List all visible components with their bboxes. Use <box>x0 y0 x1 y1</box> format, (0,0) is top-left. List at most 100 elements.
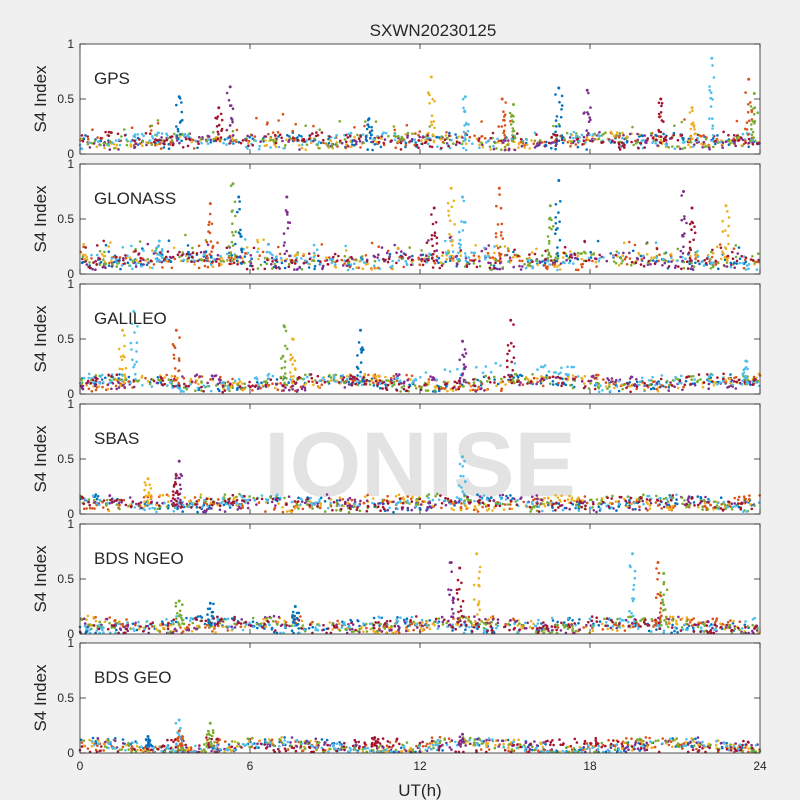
scatter-points <box>78 56 761 152</box>
spike-point <box>751 130 755 134</box>
scatter-point <box>407 501 410 505</box>
scatter-point <box>465 264 469 268</box>
scatter-point <box>468 135 472 139</box>
scatter-point <box>427 255 431 258</box>
scatter-point <box>575 505 578 509</box>
y-axis-label: S4 Index <box>31 185 50 253</box>
scatter-point <box>96 136 99 139</box>
scatter-point <box>523 377 527 381</box>
scatter-point <box>540 375 543 378</box>
scatter-point <box>84 260 87 263</box>
scatter-point <box>569 383 572 387</box>
scatter-point <box>474 390 478 393</box>
scatter-point <box>386 508 390 512</box>
scatter-point <box>406 131 410 135</box>
scatter-point <box>199 137 203 140</box>
scatter-point <box>582 139 586 142</box>
scatter-point <box>427 378 431 381</box>
scatter-point <box>756 379 760 383</box>
scatter-point <box>641 381 644 384</box>
scatter-point <box>752 382 755 386</box>
scatter-point <box>493 378 496 381</box>
scatter-point <box>647 379 651 382</box>
scatter-point <box>444 260 448 264</box>
scatter-point <box>319 504 323 507</box>
scatter-point <box>187 384 190 388</box>
scatter-point <box>297 496 300 500</box>
scatter-point <box>639 254 643 258</box>
scatter-point <box>259 263 263 267</box>
scatter-point <box>618 134 621 137</box>
scatter-point <box>146 242 150 246</box>
spike-point <box>206 259 210 263</box>
scatter-point <box>733 496 736 500</box>
scatter-point <box>391 264 394 268</box>
spike-point <box>427 91 430 94</box>
scatter-point <box>507 147 511 151</box>
scatter-point <box>230 262 233 266</box>
scatter-point <box>170 138 174 142</box>
scatter-point <box>630 140 633 144</box>
scatter-point <box>617 500 620 503</box>
scatter-points <box>79 179 760 272</box>
scatter-point <box>673 266 677 270</box>
scatter-point <box>472 262 476 265</box>
scatter-point <box>247 141 250 145</box>
scatter-point <box>597 259 601 263</box>
scatter-point <box>397 493 401 497</box>
scatter-point <box>485 141 488 144</box>
scatter-point <box>431 266 435 269</box>
scatter-point <box>141 384 144 387</box>
scatter-point <box>269 136 272 140</box>
scatter-point <box>158 494 162 497</box>
spike-point <box>123 334 126 337</box>
scatter-point <box>242 499 246 503</box>
scatter-point <box>710 250 713 254</box>
scatter-point <box>197 382 200 386</box>
y-tick-label: 0.5 <box>57 212 74 226</box>
scatter-point <box>498 504 502 508</box>
scatter-point <box>98 503 101 507</box>
scatter-point <box>736 134 739 137</box>
scatter-point <box>355 377 359 381</box>
scatter-point <box>200 505 204 509</box>
scatter-point <box>141 140 144 143</box>
spike-point <box>435 236 439 239</box>
scatter-point <box>82 245 85 249</box>
spike-point <box>121 367 124 371</box>
scatter-point <box>541 377 544 380</box>
spike-point <box>132 365 135 369</box>
scatter-point <box>452 142 455 145</box>
spike-point <box>461 97 465 101</box>
spike-point <box>743 139 747 143</box>
spike-point <box>279 375 283 379</box>
scatter-point <box>336 259 339 263</box>
scatter-point <box>110 259 113 263</box>
scatter-point <box>673 385 676 389</box>
scatter-point <box>146 379 150 383</box>
scatter-point <box>354 142 358 146</box>
scatter-point <box>318 379 322 383</box>
scatter-point <box>659 385 662 389</box>
scatter-point <box>664 259 668 263</box>
scatter-point <box>417 257 421 261</box>
scatter-point <box>474 244 478 247</box>
spike-point <box>173 367 177 370</box>
scatter-point <box>539 498 543 501</box>
scatter-point <box>392 500 395 504</box>
scatter-point <box>275 493 279 497</box>
spike-point <box>123 373 127 377</box>
scatter-point <box>308 252 311 255</box>
scatter-point <box>156 376 160 379</box>
scatter-point <box>468 262 471 266</box>
scatter-point <box>638 380 642 384</box>
scatter-point <box>349 140 352 143</box>
scatter-point <box>247 498 250 502</box>
scatter-point <box>690 378 693 381</box>
scatter-point <box>111 262 114 266</box>
scatter-point <box>190 380 194 384</box>
scatter-point <box>199 496 202 499</box>
scatter-point <box>178 384 181 387</box>
scatter-point <box>694 251 697 254</box>
scatter-point <box>318 147 321 150</box>
